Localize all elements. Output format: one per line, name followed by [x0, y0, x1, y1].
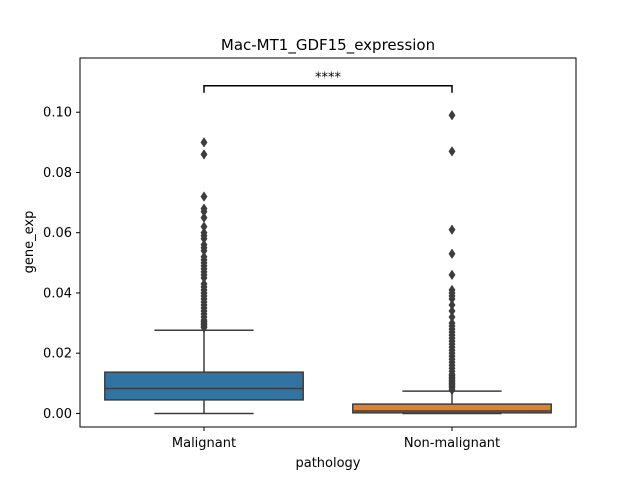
significance-bracket: [203, 84, 453, 93]
y-tick-label: 0.10: [43, 106, 72, 121]
outlier-point: [200, 191, 208, 202]
outlier-point: [448, 269, 456, 281]
plot-area: ****: [104, 71, 552, 415]
y-tick-label: 0.08: [43, 166, 72, 181]
significance-label: ****: [315, 71, 342, 86]
outlier-point: [200, 227, 208, 238]
outlier-point: [448, 224, 456, 235]
box-iqr: [104, 371, 304, 401]
outlier-point: [200, 278, 208, 290]
x-tick-label: Non-malignant: [404, 436, 500, 451]
outlier-point: [200, 203, 208, 214]
y-tick-label: 0.06: [43, 226, 72, 241]
outlier-point: [448, 146, 456, 157]
outlier-point: [448, 109, 456, 121]
outlier-point: [200, 251, 208, 263]
outlier-point: [200, 149, 208, 160]
outlier-point: [200, 212, 208, 223]
y-axis: 0.00 0.02 0.04 0.06 0.08 0.10: [43, 106, 80, 422]
box-iqr: [352, 403, 552, 414]
outlier-point: [448, 311, 456, 323]
outlier-point: [200, 137, 208, 148]
outlier-point: [448, 284, 456, 296]
y-axis-label: gene_exp: [22, 211, 37, 274]
outlier-point: [448, 248, 456, 260]
plot-frame: [79, 57, 577, 428]
outlier-point: [200, 221, 208, 232]
chart-title: Mac-MT1_GDF15_expression: [221, 36, 435, 55]
x-axis: Malignant Non-malignant: [172, 427, 500, 451]
y-tick-label: 0.04: [43, 286, 72, 301]
x-tick-label: Malignant: [172, 436, 236, 451]
outlier-point: [448, 317, 456, 329]
outlier-point: [448, 305, 456, 317]
y-tick-label: 0.02: [43, 347, 72, 362]
outlier-point: [448, 299, 456, 311]
y-tick-label: 0.00: [43, 407, 72, 422]
x-axis-label: pathology: [295, 456, 360, 471]
outlier-point: [200, 239, 208, 251]
